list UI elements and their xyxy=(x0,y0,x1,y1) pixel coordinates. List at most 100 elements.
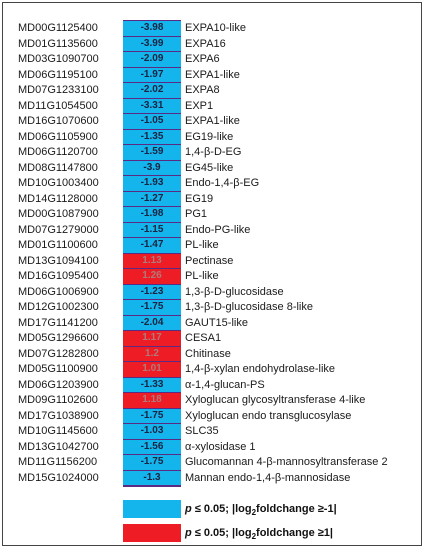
gene-row: MD17G1038900 -1.75 Xyloglucan endo transgl… xyxy=(3,408,423,425)
fold-change-cell: -1.47 xyxy=(123,238,181,253)
gene-id: MD05G1296600 xyxy=(18,332,99,344)
fold-change-cell: -1.59 xyxy=(123,145,181,160)
gene-row: MD09G1102600 1.18 Xyloglucan glycosyltrans… xyxy=(3,392,423,409)
gene-id: MD12G1002300 xyxy=(18,301,99,313)
gene-annotation: Xyloglucan endo transglucosylase xyxy=(185,409,352,422)
fold-change-cell: -1.56 xyxy=(123,439,181,454)
gene-row: MD16G1095400 1.26 PL-like xyxy=(3,268,423,285)
gene-row: MD13G1042700 -1.56 α-xylosidase 1 xyxy=(3,439,423,456)
gene-annotation: α-1,4-glucan-PS xyxy=(185,378,265,391)
gene-id: MD06G1203900 xyxy=(18,378,99,391)
fold-change-cell: -2.02 xyxy=(123,83,181,98)
fold-change-cell: -1.97 xyxy=(123,67,181,82)
gene-annotation: 1,3-β-D-glucosidase 8-like xyxy=(185,301,313,313)
legend-down: p ≤ 0.05; |log2foldchange ≥-1| xyxy=(123,500,423,518)
gene-id: MD16G1070600 xyxy=(18,115,99,127)
gene-row: MD06G1120700 -1.59 1,4-β-D-EG xyxy=(3,144,423,161)
fold-change-cell: 1.18 xyxy=(123,393,181,408)
gene-annotation: PL-like xyxy=(185,239,219,251)
gene-annotation: Endo-1,4-β-EG xyxy=(185,177,260,189)
gene-row: MD06G1195100 -1.97 EXPA1-like xyxy=(3,67,423,84)
gene-id: MD06G1120700 xyxy=(18,146,98,158)
gene-row: MD11G1054500 -3.31 EXP1 xyxy=(3,98,423,115)
gene-annotation: EXPA6 xyxy=(185,53,220,65)
fold-change-cell: -3.31 xyxy=(123,98,181,113)
legend-up: p ≤ 0.05; |log2foldchange ≥1| xyxy=(123,524,423,542)
gene-row: MD07G1233100 -2.02 EXPA8 xyxy=(3,82,423,99)
fold-change-cell: -1.98 xyxy=(123,207,181,222)
fold-change-cell: -1.23 xyxy=(123,284,181,299)
fold-change-cell: -1.33 xyxy=(123,377,181,392)
gene-id: MD03G1090700 xyxy=(18,53,99,65)
figure-frame: MD00G1125400 -3.98 EXPA10-like MD01G1135600… xyxy=(2,2,422,546)
gene-id: MD13G1042700 xyxy=(18,440,99,453)
gene-annotation: Pectinase xyxy=(185,254,234,267)
gene-id: MD05G1100900 xyxy=(18,363,98,375)
fold-change-cell: -1.3 xyxy=(123,470,181,485)
gene-row: MD07G1282800 1.2 Chitinase xyxy=(3,346,423,363)
gene-row: MD10G1145600 -1.03 SLC35 xyxy=(3,423,423,440)
fold-change-cell: -3.9 xyxy=(123,160,181,175)
fold-change-cell: -1.75 xyxy=(123,455,181,470)
legend-label-down: p ≤ 0.05; |log2foldchange ≥-1| xyxy=(185,503,337,518)
fold-change-cell: -1.05 xyxy=(123,114,181,129)
gene-row: MD07G1279000 -1.15 Endo-PG-like xyxy=(3,222,423,239)
gene-id: MD07G1279000 xyxy=(18,223,99,236)
gene-annotation: EG19-like xyxy=(185,130,234,143)
gene-row: MD10G1003400 -1.93 Endo-1,4-β-EG xyxy=(3,175,423,192)
fold-change-cell: 1.01 xyxy=(123,362,181,377)
gene-annotation: Endo-PG-like xyxy=(185,223,251,236)
gene-id: MD00G1087900 xyxy=(18,208,99,220)
gene-annotation: Xyloglucan glycosyltransferase 4-like xyxy=(185,394,366,406)
gene-annotation: CESA1 xyxy=(185,332,222,344)
gene-row: MD06G1006900 -1.23 1,3-β-D-glucosidase xyxy=(3,284,423,301)
gene-annotation: EXPA1-like xyxy=(185,68,240,81)
gene-id: MD09G1102600 xyxy=(18,394,98,406)
gene-id: MD10G1145600 xyxy=(18,425,98,437)
gene-row: MD00G1125400 -3.98 EXPA10-like xyxy=(3,20,423,37)
fold-change-cell: 1.2 xyxy=(123,346,181,361)
fold-change-cell: 1.13 xyxy=(123,253,181,268)
gene-row: MD05G1100900 1.01 1,4-β-xylan endohydrolas… xyxy=(3,361,423,378)
gene-id: MD11G1054500 xyxy=(18,99,98,112)
gene-id: MD06G1105900 xyxy=(18,130,98,143)
gene-id: MD13G1094100 xyxy=(18,254,99,267)
gene-row: MD01G1135600 -3.99 EXPA16 xyxy=(3,36,423,53)
gene-annotation: EXPA8 xyxy=(185,84,220,96)
fold-change-cell: -3.98 xyxy=(123,21,181,36)
gene-id: MD07G1282800 xyxy=(18,347,99,360)
gene-id: MD14G1128000 xyxy=(18,192,98,205)
gene-id: MD07G1233100 xyxy=(18,84,99,96)
fold-change-cell: -1.27 xyxy=(123,191,181,206)
gene-annotation: EXPA16 xyxy=(185,37,226,50)
gene-annotation: SLC35 xyxy=(185,425,219,437)
gene-annotation: 1,4-β-xylan endohydrolase-like xyxy=(185,363,336,375)
gene-row: MD15G1024000 -1.3 Mannan endo-1,4-β-mannos… xyxy=(3,470,423,487)
gene-row: MD05G1296600 1.17 CESA1 xyxy=(3,330,423,347)
gene-id: MD00G1125400 xyxy=(18,22,98,34)
gene-annotation: EG19 xyxy=(185,192,214,205)
gene-row: MD17G1141200 -2.04 GAUT15-like xyxy=(3,315,423,332)
fold-change-cell: -1.03 xyxy=(123,424,181,439)
fold-change-cell: 1.17 xyxy=(123,331,181,346)
gene-row: MD06G1203900 -1.33 α-1,4-glucan-PS xyxy=(3,377,423,394)
fold-change-cell: -1.15 xyxy=(123,222,181,237)
fold-change-cell: 1.26 xyxy=(123,269,181,284)
fold-change-cell: -1.35 xyxy=(123,129,181,144)
gene-annotation: 1,4-β-D-EG xyxy=(185,146,242,158)
gene-id: MD11G1156200 xyxy=(18,456,98,468)
gene-annotation: EG45-like xyxy=(185,161,234,174)
gene-row: MD03G1090700 -2.09 EXPA6 xyxy=(3,51,423,68)
gene-id: MD06G1006900 xyxy=(18,285,99,298)
gene-row: MD08G1147800 -3.9 EG45-like xyxy=(3,160,423,177)
gene-id: MD01G1135600 xyxy=(18,37,98,50)
gene-id: MD08G1147800 xyxy=(18,161,98,174)
gene-row: MD06G1105900 -1.35 EG19-like xyxy=(3,129,423,146)
gene-row: MD11G1156200 -1.75 Glucomannan 4-β-mannosy… xyxy=(3,454,423,471)
gene-annotation: Glucomannan 4-β-mannosyltransferase 2 xyxy=(185,456,388,468)
fold-change-cell: -2.04 xyxy=(123,315,181,330)
gene-row: MD00G1087900 -1.98 PG1 xyxy=(3,206,423,223)
gene-row: MD12G1002300 -1.75 1,3-β-D-glucosidase 8-l… xyxy=(3,299,423,316)
gene-id: MD17G1038900 xyxy=(18,409,99,422)
gene-annotation: 1,3-β-D-glucosidase xyxy=(185,285,284,298)
